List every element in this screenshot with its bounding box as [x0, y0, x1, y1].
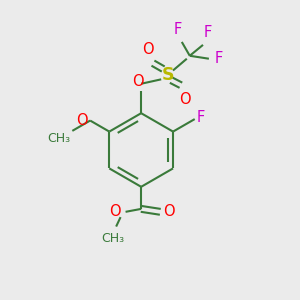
- Text: CH₃: CH₃: [48, 132, 71, 145]
- Text: F: F: [197, 110, 205, 125]
- Text: O: O: [76, 113, 88, 128]
- Text: O: O: [179, 92, 191, 107]
- Text: F: F: [203, 25, 211, 40]
- Text: O: O: [109, 204, 121, 219]
- Text: S: S: [161, 66, 174, 84]
- Text: O: O: [163, 204, 174, 219]
- Text: CH₃: CH₃: [102, 232, 125, 245]
- Text: O: O: [132, 74, 143, 89]
- Text: F: F: [214, 51, 222, 66]
- Text: O: O: [142, 42, 154, 57]
- Text: F: F: [174, 22, 182, 37]
